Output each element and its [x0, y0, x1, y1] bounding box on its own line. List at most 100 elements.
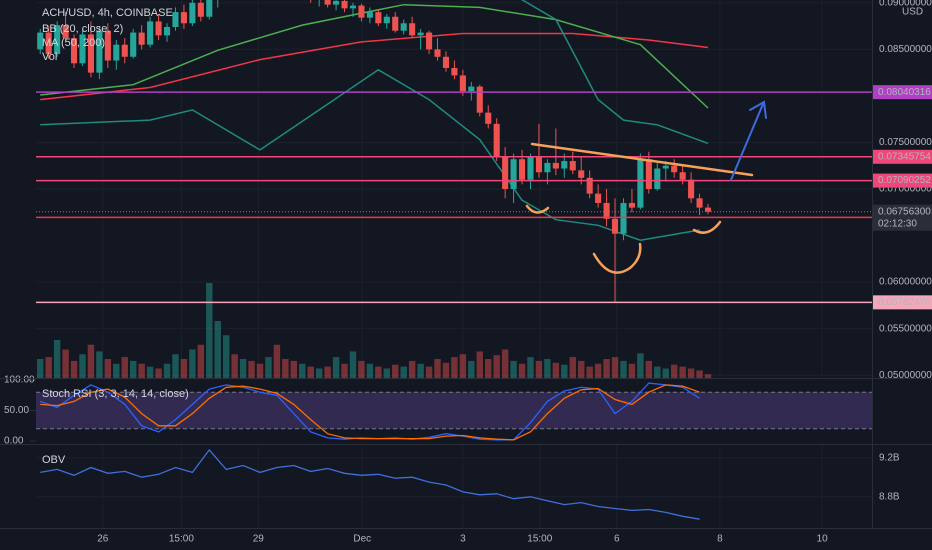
labels: ACH/USD, 4h, COINBASE BB (20, close, 2) … [42, 7, 923, 466]
volume-bar [611, 357, 619, 378]
candle-body [121, 44, 128, 57]
stoch-band [36, 392, 872, 429]
drawings [525, 100, 767, 274]
price-pane [36, 0, 872, 378]
volume-bar [476, 351, 483, 378]
level-label: 0.07345754 [878, 151, 931, 162]
volume-bar [104, 359, 112, 378]
level-label-box [873, 295, 932, 310]
indicator-line [40, 3, 709, 109]
candle-body [37, 32, 44, 50]
candle-body [696, 198, 703, 208]
volume-bar [654, 366, 661, 378]
volume-bar [163, 363, 171, 378]
y-tick-label: 0.05500000 [879, 323, 932, 334]
countdown: 02:12:30 [878, 218, 917, 229]
volume-bar [113, 363, 120, 378]
volume-bar [552, 362, 560, 378]
candle-body [180, 12, 187, 24]
volume-bar [637, 353, 644, 378]
volume-bar [37, 359, 44, 378]
candle-body [586, 177, 593, 194]
grid [36, 0, 872, 528]
x-tick-label: 10 [817, 534, 829, 545]
stoch-line [40, 384, 700, 441]
candle-body [400, 23, 407, 31]
volume-bar [586, 366, 593, 378]
candle-body [510, 159, 517, 189]
candle-body [104, 30, 111, 61]
volume-bar [620, 360, 627, 378]
volume-bar [138, 363, 145, 378]
volume-bar [400, 366, 407, 378]
level-label-box [873, 85, 932, 100]
shoulder-curve [525, 204, 550, 214]
stoch-pane [36, 379, 872, 444]
volume-bar [704, 374, 712, 378]
volume-bar [129, 360, 137, 378]
volume-bar [417, 363, 424, 378]
volume-bar [442, 362, 450, 378]
candle-body [645, 159, 652, 189]
volume-bar [493, 355, 500, 378]
x-tick-label: 8 [717, 534, 723, 545]
level-label: 0.08040316 [878, 87, 931, 98]
candle-body [96, 30, 103, 73]
candle-body [79, 34, 86, 64]
candle-body [147, 21, 154, 45]
candle-body [383, 16, 390, 24]
y-tick-label: 9.2B [879, 452, 900, 463]
volume-bar [366, 363, 374, 378]
volume-bar [53, 340, 61, 378]
candle-body [426, 32, 433, 50]
volume-bar [282, 359, 289, 378]
candle-body [476, 86, 483, 113]
x-tick-label: 3 [460, 534, 466, 545]
x-tick-label: 15:00 [527, 534, 552, 545]
volume-bar [645, 360, 653, 378]
volume-bar [45, 357, 52, 378]
candle-body [637, 159, 644, 208]
volume-bar [383, 368, 391, 378]
candle-body [197, 2, 204, 17]
volume-bar [189, 349, 196, 378]
candle-body [341, 0, 348, 9]
candle-body [535, 156, 542, 173]
volume-bar [324, 366, 331, 378]
trend-line [530, 142, 754, 177]
candle-body [578, 170, 585, 178]
candle-body [349, 5, 357, 9]
x-tick-label: 15:00 [169, 534, 194, 545]
volume-bar [451, 357, 458, 378]
y-tick-label: 0.08500000 [879, 44, 932, 55]
indicator-panes: 100.00 50.00 0.00 [4, 375, 872, 520]
volume-bar [349, 351, 357, 378]
candle-body [409, 23, 416, 36]
stoch-title: Stoch RSI (3, 3, 14, 14, close) [42, 388, 189, 400]
y-tick-label: 0.07500000 [879, 137, 932, 148]
candle-body [544, 162, 551, 173]
candle-body [138, 32, 145, 45]
volume-bar [155, 368, 162, 378]
volume-bar [594, 363, 602, 378]
candle-body [358, 5, 365, 18]
candle-body [442, 56, 450, 68]
volume-bar [307, 366, 314, 378]
candle-body [87, 34, 94, 73]
volume-bar [172, 354, 179, 378]
volume-bar [459, 354, 467, 378]
volume-bar [79, 354, 86, 378]
candle-body [552, 162, 559, 169]
volume-bar [146, 366, 154, 378]
volume-bar [392, 364, 399, 378]
volume-bar [561, 364, 568, 378]
candle-body [451, 67, 458, 76]
candle-body [569, 161, 576, 171]
volume-bar [510, 360, 517, 378]
volume-bar [628, 363, 636, 378]
volume-bar [256, 363, 264, 378]
volume-bar [544, 359, 551, 378]
price-axis [872, 0, 932, 550]
indicator-label: Vol [42, 51, 57, 63]
volume-bar [121, 357, 128, 378]
